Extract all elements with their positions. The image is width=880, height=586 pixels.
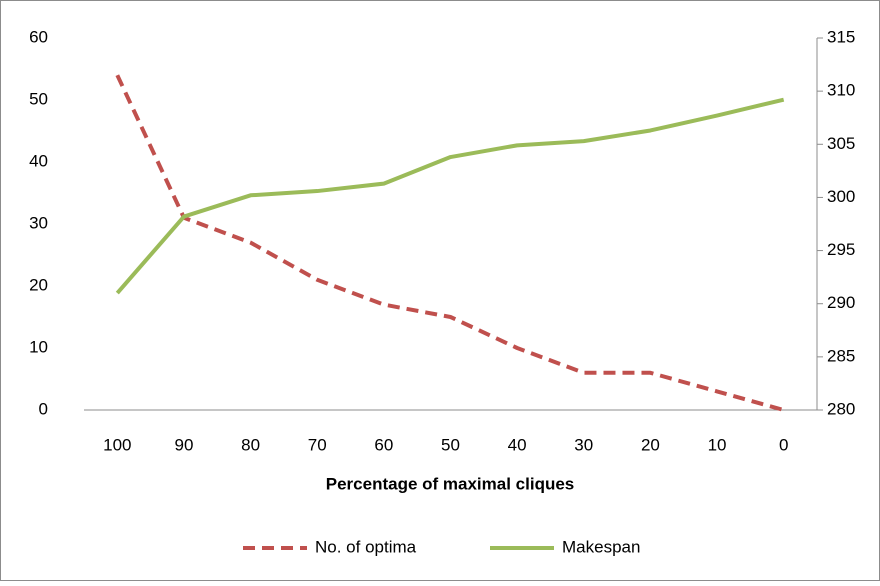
series-line xyxy=(115,74,785,412)
x-tick-label: 70 xyxy=(308,435,327,454)
y-tick-label: 20 xyxy=(29,275,48,294)
y2-tick-label: 305 xyxy=(827,134,855,153)
x-tick-label: 100 xyxy=(103,435,131,454)
y-tick-label: 30 xyxy=(29,213,48,232)
y-tick-label: 60 xyxy=(29,27,48,46)
x-axis-label: Percentage of maximal cliques xyxy=(326,474,575,493)
legend-label: No. of optima xyxy=(315,537,417,556)
y-tick-label: 50 xyxy=(29,89,48,108)
x-tick-label: 10 xyxy=(708,435,727,454)
y-tick-label: 10 xyxy=(29,337,48,356)
x-tick-label: 80 xyxy=(241,435,260,454)
y2-tick-label: 295 xyxy=(827,240,855,259)
x-tick-label: 90 xyxy=(174,435,193,454)
x-tick-label: 60 xyxy=(374,435,393,454)
y-tick-label: 0 xyxy=(39,399,48,418)
y2-tick-label: 290 xyxy=(827,293,855,312)
x-tick-label: 20 xyxy=(641,435,660,454)
y2-tick-label: 300 xyxy=(827,187,855,206)
y2-tick-label: 285 xyxy=(827,346,855,365)
legend-label: Makespan xyxy=(562,537,640,556)
x-tick-label: 0 xyxy=(779,435,788,454)
y2-tick-label: 310 xyxy=(827,81,855,100)
series-line xyxy=(115,97,785,295)
y2-tick-label: 280 xyxy=(827,399,855,418)
x-tick-label: 30 xyxy=(574,435,593,454)
x-tick-label: 50 xyxy=(441,435,460,454)
x-tick-label: 40 xyxy=(508,435,527,454)
y-tick-label: 40 xyxy=(29,151,48,170)
y2-tick-label: 315 xyxy=(827,27,855,46)
